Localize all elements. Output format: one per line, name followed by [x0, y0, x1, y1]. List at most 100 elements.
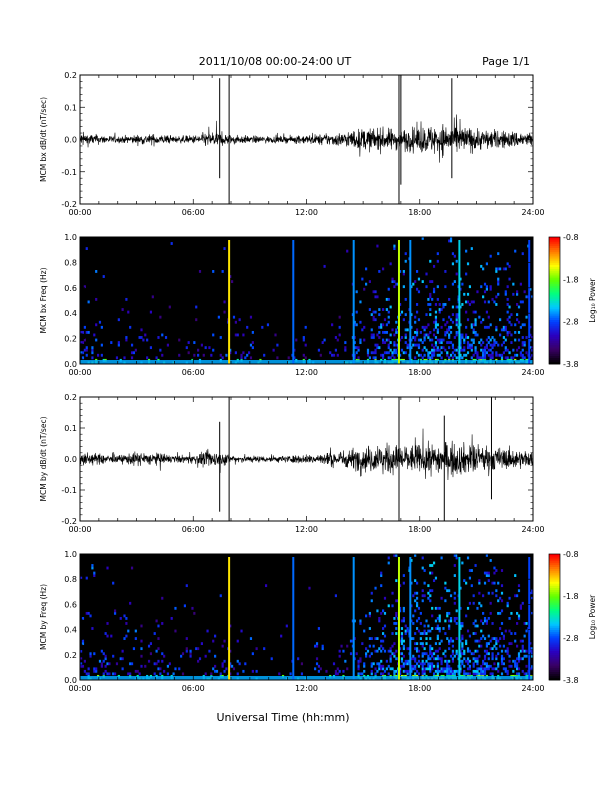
spectrogram-cell: [468, 634, 472, 638]
spectrogram-cell: [483, 654, 487, 658]
spectrogram-cell: [521, 669, 524, 673]
colorbar-segment: [549, 328, 560, 331]
spectrogram-cell: [146, 338, 149, 342]
colorbar-segment: [549, 659, 560, 662]
spectrogram-cell: [474, 318, 477, 322]
y-tick-label: 0.2: [64, 651, 77, 660]
x-tick-label: 24:00: [521, 525, 544, 534]
spectrogram-cell: [506, 310, 509, 314]
spectrogram-cell: [429, 338, 432, 342]
spectrogram-cell: [414, 315, 417, 319]
spectrogram-cell: [482, 634, 485, 638]
spectrogram-cell: [380, 584, 383, 588]
spectrogram-cell: [442, 667, 445, 671]
spectrogram-cell: [251, 346, 254, 350]
spectrogram-cell: [414, 664, 417, 668]
spectrogram-cell: [95, 669, 98, 673]
spectrogram-cell: [482, 267, 485, 271]
spectrogram-cell: [427, 333, 430, 337]
spectrogram-cell: [480, 672, 483, 676]
spectrogram-cell: [421, 594, 424, 598]
spectrogram-cell: [497, 252, 500, 256]
spectrogram-cell: [455, 622, 458, 625]
spectrogram-cell: [419, 338, 422, 342]
spectrogram-cell: [81, 341, 85, 344]
spectrogram-cell: [382, 667, 385, 671]
colorbar-segment: [549, 570, 560, 574]
spectrogram-cell: [451, 313, 455, 317]
spectrogram-cell: [459, 606, 462, 610]
colorbar-tick-label: -1.8: [563, 592, 579, 601]
spectrogram-cell: [432, 664, 436, 668]
spectrogram-cell: [404, 351, 407, 355]
colorbar-segment: [549, 568, 560, 572]
spectrogram-cell: [415, 647, 419, 651]
spectrogram-cell: [113, 672, 117, 676]
y-tick-label: 0.0: [64, 455, 77, 464]
spectrogram-cell: [87, 667, 90, 671]
spectrogram-cell: [410, 619, 413, 623]
spectrogram-cell: [382, 308, 385, 311]
spectrogram-cell: [444, 632, 447, 635]
spectrogram-cell: [244, 356, 247, 360]
spectrogram-cell: [476, 669, 479, 673]
spectrogram-cell: [510, 356, 513, 360]
spectrogram-cell: [476, 657, 479, 661]
spectrogram-cell: [421, 642, 424, 646]
spectrogram-cell: [387, 297, 390, 301]
spectrogram-cell: [157, 336, 160, 339]
spectrogram-cell: [517, 320, 521, 324]
spectrogram-cell: [155, 662, 158, 666]
spectrogram-cell: [444, 659, 447, 663]
spectrogram-cell: [108, 662, 111, 666]
spectrogram-cell: [448, 619, 451, 623]
spectrogram-cell: [508, 330, 511, 334]
spectrogram-cell: [495, 642, 498, 646]
spectrogram-cell: [417, 353, 421, 357]
spectrogram-cell: [427, 353, 430, 357]
spectrogram-cell: [436, 662, 439, 666]
spectrogram-cell: [482, 348, 485, 352]
spectrogram-cell: [315, 644, 319, 648]
colorbar-tick-label: -0.8: [563, 233, 579, 242]
spectrogram-cell: [419, 662, 422, 666]
spectrogram-cell: [321, 341, 324, 344]
spectrogram-cell: [200, 642, 203, 646]
spectrogram-cell: [438, 619, 441, 623]
colorbar-segment: [549, 355, 560, 359]
spectrogram-cell: [363, 662, 366, 666]
spectrogram-cell: [459, 333, 462, 337]
colorbar-segment: [549, 315, 560, 318]
spectrogram-cell: [521, 644, 524, 648]
colorbar-segment: [549, 270, 560, 274]
spectrogram-cell: [383, 634, 387, 638]
spectrogram-cell: [376, 343, 379, 347]
spectrogram-cell: [427, 303, 430, 306]
spectrogram-cell: [229, 624, 232, 628]
spectrogram-cell: [516, 611, 519, 615]
spectrogram-cell: [412, 336, 415, 339]
spectrogram-cell: [357, 348, 360, 352]
spectrogram-cell: [451, 649, 455, 653]
spectrogram-cell: [487, 341, 490, 344]
spectrogram-cell: [276, 343, 279, 347]
spectrogram-cell: [81, 617, 85, 620]
spectrogram-cell: [497, 599, 500, 603]
spectrogram-cell: [402, 351, 405, 355]
spectrogram-cell: [378, 647, 381, 651]
spectrogram-cell: [83, 659, 86, 663]
spectrogram-cell: [95, 338, 98, 342]
spectrogram-cell: [500, 569, 504, 572]
spectrogram-cell: [434, 606, 438, 610]
spectrogram-cell: [359, 320, 362, 324]
spectrogram-cell: [402, 669, 405, 673]
spectrogram-cell: [187, 351, 190, 355]
spectrogram-cell: [523, 622, 526, 625]
spectrogram-cell: [229, 348, 232, 352]
spectrogram-cell: [489, 338, 492, 342]
spectrogram-cell: [444, 330, 447, 334]
spectrogram-cell: [223, 247, 226, 250]
colorbar-segment: [549, 262, 560, 265]
spectrogram-cell: [421, 599, 424, 603]
spectrogram-cell: [370, 333, 373, 337]
